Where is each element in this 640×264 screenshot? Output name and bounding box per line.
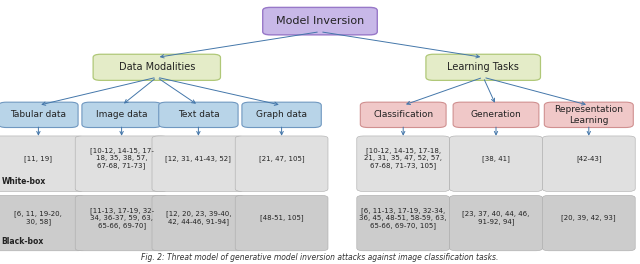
Text: [10-12, 14-15, 17-
18, 35, 38, 57,
67-68, 71-73]: [10-12, 14-15, 17- 18, 35, 38, 57, 67-68… bbox=[90, 148, 154, 169]
Text: White-box: White-box bbox=[1, 177, 45, 186]
FancyBboxPatch shape bbox=[76, 136, 168, 191]
Text: [6, 11-13, 17-19, 32-34,
36, 45, 48-51, 58-59, 63,
65-66, 69-70, 105]: [6, 11-13, 17-19, 32-34, 36, 45, 48-51, … bbox=[360, 207, 447, 229]
FancyBboxPatch shape bbox=[76, 195, 168, 251]
Text: [12, 20, 23, 39-40,
42, 44-46, 91-94]: [12, 20, 23, 39-40, 42, 44-46, 91-94] bbox=[166, 211, 231, 225]
FancyBboxPatch shape bbox=[0, 136, 84, 191]
Text: [6, 11, 19-20,
30, 58]: [6, 11, 19-20, 30, 58] bbox=[15, 211, 62, 225]
FancyBboxPatch shape bbox=[450, 195, 543, 251]
FancyBboxPatch shape bbox=[242, 102, 321, 128]
Text: Data Modalities: Data Modalities bbox=[118, 62, 195, 72]
FancyBboxPatch shape bbox=[236, 136, 328, 191]
FancyBboxPatch shape bbox=[543, 195, 636, 251]
Text: Representation
Learning: Representation Learning bbox=[554, 105, 623, 125]
FancyBboxPatch shape bbox=[152, 195, 244, 251]
FancyBboxPatch shape bbox=[93, 54, 220, 80]
FancyBboxPatch shape bbox=[236, 195, 328, 251]
FancyBboxPatch shape bbox=[357, 195, 450, 251]
FancyBboxPatch shape bbox=[543, 136, 636, 191]
FancyBboxPatch shape bbox=[152, 136, 244, 191]
FancyBboxPatch shape bbox=[453, 102, 539, 128]
Text: Image data: Image data bbox=[96, 110, 147, 119]
Text: [23, 37, 40, 44, 46,
91-92, 94]: [23, 37, 40, 44, 46, 91-92, 94] bbox=[462, 211, 530, 225]
Text: [10-12, 14-15, 17-18,
21, 31, 35, 47, 52, 57,
67-68, 71-73, 105]: [10-12, 14-15, 17-18, 21, 31, 35, 47, 52… bbox=[364, 148, 442, 169]
FancyBboxPatch shape bbox=[360, 102, 446, 128]
Text: Fig. 2: Threat model of generative model inversion attacks against image classif: Fig. 2: Threat model of generative model… bbox=[141, 253, 499, 262]
Text: Model Inversion: Model Inversion bbox=[276, 16, 364, 26]
Text: Black-box: Black-box bbox=[1, 237, 44, 246]
Text: Classification: Classification bbox=[373, 110, 433, 119]
Text: [21, 47, 105]: [21, 47, 105] bbox=[259, 155, 305, 162]
Text: Learning Tasks: Learning Tasks bbox=[447, 62, 519, 72]
Text: [11, 19]: [11, 19] bbox=[24, 155, 52, 162]
Text: [42-43]: [42-43] bbox=[576, 155, 602, 162]
FancyBboxPatch shape bbox=[426, 54, 540, 80]
Text: Graph data: Graph data bbox=[256, 110, 307, 119]
FancyBboxPatch shape bbox=[262, 7, 378, 35]
FancyBboxPatch shape bbox=[545, 102, 634, 128]
FancyBboxPatch shape bbox=[0, 102, 78, 128]
FancyBboxPatch shape bbox=[450, 136, 543, 191]
Text: [11-13, 17-19, 32-
34, 36-37, 59, 63,
65-66, 69-70]: [11-13, 17-19, 32- 34, 36-37, 59, 63, 65… bbox=[90, 207, 154, 229]
Text: Text data: Text data bbox=[177, 110, 220, 119]
FancyBboxPatch shape bbox=[82, 102, 161, 128]
Text: [38, 41]: [38, 41] bbox=[482, 155, 510, 162]
Text: Generation: Generation bbox=[470, 110, 522, 119]
Text: [48-51, 105]: [48-51, 105] bbox=[260, 214, 303, 221]
Text: [12, 31, 41-43, 52]: [12, 31, 41-43, 52] bbox=[166, 155, 231, 162]
Text: Tabular data: Tabular data bbox=[10, 110, 67, 119]
Text: [20, 39, 42, 93]: [20, 39, 42, 93] bbox=[561, 214, 616, 221]
FancyBboxPatch shape bbox=[0, 195, 84, 251]
FancyBboxPatch shape bbox=[357, 136, 450, 191]
FancyBboxPatch shape bbox=[159, 102, 238, 128]
